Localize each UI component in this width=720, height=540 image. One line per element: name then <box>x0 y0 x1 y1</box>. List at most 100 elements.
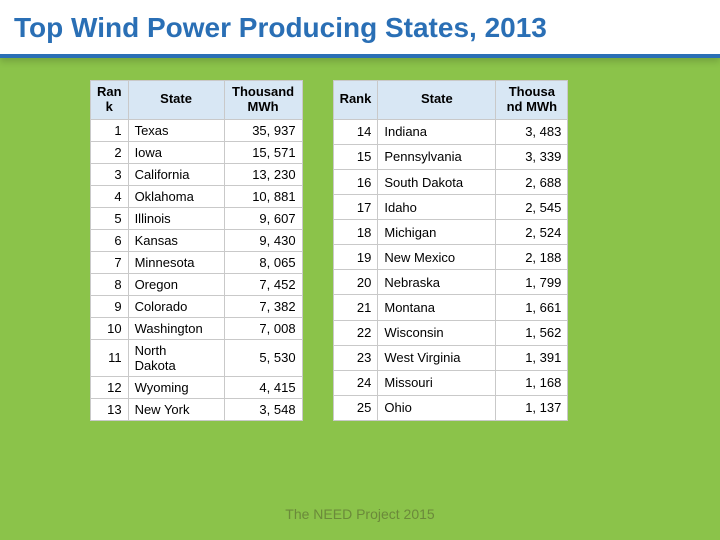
state-cell: Kansas <box>128 229 224 251</box>
table-row: 13New York3, 548 <box>91 398 303 420</box>
table-row: 25Ohio1, 137 <box>333 395 568 420</box>
val-cell: 3, 483 <box>496 119 568 144</box>
state-cell: New York <box>128 398 224 420</box>
table-row: 7Minnesota8, 065 <box>91 251 303 273</box>
col-state-right: State <box>378 81 496 120</box>
col-state-left: State <box>128 81 224 120</box>
rank-cell: 2 <box>91 141 129 163</box>
val-cell: 2, 524 <box>496 220 568 245</box>
table-row: 20Nebraska1, 799 <box>333 270 568 295</box>
table-row: 8Oregon7, 452 <box>91 273 303 295</box>
rank-cell: 12 <box>91 376 129 398</box>
val-cell: 7, 382 <box>224 295 302 317</box>
table-row: 9Colorado7, 382 <box>91 295 303 317</box>
col-mwh-left: Thousand MWh <box>224 81 302 120</box>
state-cell: Iowa <box>128 141 224 163</box>
val-cell: 9, 607 <box>224 207 302 229</box>
rank-cell: 19 <box>333 245 378 270</box>
state-cell: Ohio <box>378 395 496 420</box>
table-row: 15Pennsylvania3, 339 <box>333 144 568 169</box>
state-cell: Minnesota <box>128 251 224 273</box>
rank-cell: 20 <box>333 270 378 295</box>
rank-cell: 24 <box>333 370 378 395</box>
wind-states-table-right: Rank State Thousa nd MWh 14Indiana3, 483… <box>333 80 569 421</box>
table-row: 24Missouri1, 168 <box>333 370 568 395</box>
val-cell: 1, 137 <box>496 395 568 420</box>
table-row: 11NorthDakota5, 530 <box>91 339 303 376</box>
rank-cell: 23 <box>333 345 378 370</box>
rank-cell: 1 <box>91 119 129 141</box>
table-row: 14Indiana3, 483 <box>333 119 568 144</box>
state-cell: Idaho <box>378 195 496 220</box>
state-cell: Wisconsin <box>378 320 496 345</box>
table-row: 5Illinois9, 607 <box>91 207 303 229</box>
val-cell: 1, 391 <box>496 345 568 370</box>
val-cell: 9, 430 <box>224 229 302 251</box>
table-row: 4Oklahoma10, 881 <box>91 185 303 207</box>
table-row: 23West Virginia1, 391 <box>333 345 568 370</box>
state-cell: Wyoming <box>128 376 224 398</box>
state-cell: Michigan <box>378 220 496 245</box>
table-row: 10Washington7, 008 <box>91 317 303 339</box>
val-cell: 2, 688 <box>496 170 568 195</box>
rank-cell: 10 <box>91 317 129 339</box>
val-cell: 1, 799 <box>496 270 568 295</box>
rank-cell: 8 <box>91 273 129 295</box>
val-cell: 1, 562 <box>496 320 568 345</box>
table-row: 18Michigan2, 524 <box>333 220 568 245</box>
state-cell: Nebraska <box>378 270 496 295</box>
val-cell: 2, 545 <box>496 195 568 220</box>
tables-container: Ran k State Thousand MWh 1Texas35, 9372I… <box>0 58 720 421</box>
table-row: 1Texas35, 937 <box>91 119 303 141</box>
rank-cell: 11 <box>91 339 129 376</box>
state-cell: Colorado <box>128 295 224 317</box>
footer-text: The NEED Project 2015 <box>0 506 720 522</box>
state-cell: NorthDakota <box>128 339 224 376</box>
rank-cell: 3 <box>91 163 129 185</box>
rank-cell: 17 <box>333 195 378 220</box>
state-cell: Pennsylvania <box>378 144 496 169</box>
table-row: 12Wyoming4, 415 <box>91 376 303 398</box>
val-cell: 3, 339 <box>496 144 568 169</box>
val-cell: 1, 168 <box>496 370 568 395</box>
wind-states-table-left: Ran k State Thousand MWh 1Texas35, 9372I… <box>90 80 303 421</box>
rank-cell: 6 <box>91 229 129 251</box>
state-cell: Illinois <box>128 207 224 229</box>
col-mwh-right: Thousa nd MWh <box>496 81 568 120</box>
table-row: 6Kansas9, 430 <box>91 229 303 251</box>
table-row: 3California13, 230 <box>91 163 303 185</box>
rank-cell: 13 <box>91 398 129 420</box>
table-row: 21Montana1, 661 <box>333 295 568 320</box>
state-cell: Oklahoma <box>128 185 224 207</box>
table-row: 22Wisconsin1, 562 <box>333 320 568 345</box>
col-rank-right: Rank <box>333 81 378 120</box>
state-cell: Washington <box>128 317 224 339</box>
val-cell: 35, 937 <box>224 119 302 141</box>
state-cell: New Mexico <box>378 245 496 270</box>
val-cell: 15, 571 <box>224 141 302 163</box>
rank-cell: 9 <box>91 295 129 317</box>
state-cell: Oregon <box>128 273 224 295</box>
rank-cell: 21 <box>333 295 378 320</box>
rank-cell: 18 <box>333 220 378 245</box>
state-cell: South Dakota <box>378 170 496 195</box>
val-cell: 7, 452 <box>224 273 302 295</box>
state-cell: West Virginia <box>378 345 496 370</box>
val-cell: 5, 530 <box>224 339 302 376</box>
state-cell: California <box>128 163 224 185</box>
table-row: 2Iowa15, 571 <box>91 141 303 163</box>
val-cell: 10, 881 <box>224 185 302 207</box>
rank-cell: 7 <box>91 251 129 273</box>
table-row: 17Idaho2, 545 <box>333 195 568 220</box>
val-cell: 2, 188 <box>496 245 568 270</box>
state-cell: Indiana <box>378 119 496 144</box>
val-cell: 1, 661 <box>496 295 568 320</box>
table-row: 16South Dakota2, 688 <box>333 170 568 195</box>
rank-cell: 15 <box>333 144 378 169</box>
rank-cell: 5 <box>91 207 129 229</box>
table-row: 19New Mexico2, 188 <box>333 245 568 270</box>
val-cell: 13, 230 <box>224 163 302 185</box>
state-cell: Texas <box>128 119 224 141</box>
table-left-body: 1Texas35, 9372Iowa15, 5713California13, … <box>91 119 303 420</box>
rank-cell: 22 <box>333 320 378 345</box>
